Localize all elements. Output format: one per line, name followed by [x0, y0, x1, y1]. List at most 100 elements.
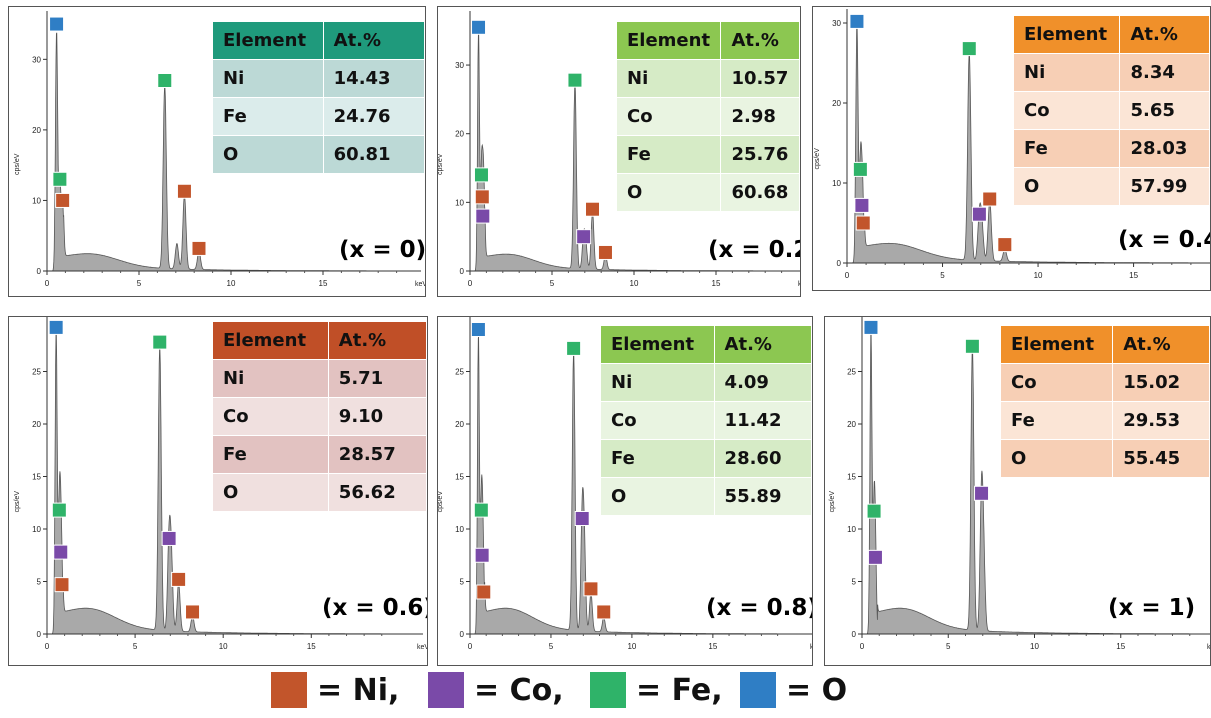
table-row: O 55.45: [999, 439, 1210, 478]
x-tick-label: 5: [133, 642, 138, 651]
eds-spectrum-panel: 051015keV0102030cps/eVElementAt.%Ni8.34C…: [812, 6, 1211, 291]
table-cell: O: [1012, 167, 1121, 206]
table-cell: Co: [212, 397, 329, 436]
table-row: Co 11.42: [600, 401, 812, 440]
y-tick-label: 0: [460, 267, 465, 276]
table-cell: Co: [999, 363, 1114, 402]
x-tick-label: 5: [549, 642, 554, 651]
y-axis-label: cps/eV: [438, 491, 444, 513]
y-tick-label: 10: [32, 525, 41, 534]
x-tick-label: 15: [319, 279, 328, 288]
table-row: Co 15.02: [999, 363, 1210, 402]
y-tick-label: 10: [832, 179, 841, 188]
marker-co: [474, 547, 490, 563]
x-tick-label: 15: [307, 642, 316, 651]
x-tick-label: 0: [468, 642, 473, 651]
table-header-row: Element At.%: [999, 325, 1210, 364]
table-header-row: Element At.%: [600, 325, 812, 364]
y-axis-label: cps/eV: [829, 491, 836, 513]
marker-fe: [961, 41, 977, 57]
table-cell: 15.02: [1112, 363, 1210, 402]
y-tick-label: 10: [32, 196, 41, 205]
x-tick-label: 0: [45, 279, 50, 288]
table-cell: 29.53: [1112, 401, 1210, 440]
table-row: Ni 10.57: [615, 59, 800, 98]
table-row: Fe 28.03: [1012, 129, 1210, 168]
y-tick-label: 25: [455, 368, 464, 377]
y-tick-label: 0: [37, 267, 42, 276]
y-tick-label: 30: [32, 55, 41, 64]
table-header-cell: At.%: [1119, 15, 1210, 54]
x-tick-label: 15: [1116, 642, 1125, 651]
marker-ni: [185, 604, 201, 620]
table-cell: 57.99: [1119, 167, 1210, 206]
table-cell: Fe: [1012, 129, 1121, 168]
marker-co: [867, 549, 883, 565]
composition-table: Element At.% Co 15.02 Fe 29.53 O 55.45: [999, 325, 1210, 478]
x-tick-label: 5: [550, 279, 555, 288]
table-cell: Ni: [212, 59, 324, 98]
x-unit-label: keV: [810, 644, 813, 651]
eds-spectrum-panel: 0 5 10 15 keV 0 5 10 15 20 25 cps/eV Element At.% Ni 5.…: [8, 316, 428, 666]
y-tick-label: 25: [32, 368, 41, 377]
table-cell: 25.76: [720, 135, 800, 174]
marker-fe: [566, 340, 582, 356]
element-legend: = Ni, = Co, = Fe, = O: [0, 668, 1211, 718]
table-cell: Fe: [212, 435, 329, 474]
x-tick-label: 5: [940, 271, 945, 280]
table-cell: Fe: [615, 135, 722, 174]
y-tick-label: 10: [455, 525, 464, 534]
composition-label: (x = 0.8): [706, 595, 812, 621]
marker-co: [53, 544, 69, 560]
table-row: Co 9.10: [212, 397, 427, 436]
x-tick-label: 10: [1034, 271, 1043, 280]
y-tick-label: 15: [847, 473, 856, 482]
composition-label: (x = 0.2): [708, 237, 800, 263]
table-cell: Co: [615, 97, 722, 136]
table-row: Fe 25.76: [615, 135, 800, 174]
table-header-cell: At.%: [720, 21, 800, 60]
marker-ni: [597, 244, 613, 260]
spectrum-plot: 0 5 10 15 keV 0 10 20 30 cps/eV: [14, 11, 426, 288]
x-tick-label: 10: [227, 279, 236, 288]
x-tick-label: 0: [860, 642, 865, 651]
eds-spectrum-panel: 0 5 10 15 keV 0 10 20 30 cps/eV Element At.% Ni 14.43…: [8, 6, 426, 297]
table-cell: 24.76: [322, 97, 425, 136]
marker-fe: [866, 503, 882, 519]
table-cell: O: [212, 135, 324, 174]
marker-o: [48, 319, 64, 335]
table-row: Ni 8.34: [1012, 53, 1210, 92]
table-cell: O: [600, 477, 715, 516]
marker-co: [161, 530, 177, 546]
y-tick-label: 20: [832, 99, 841, 108]
table-header-row: Element At.%: [1012, 15, 1210, 54]
y-axis-label: cps/eV: [14, 491, 21, 513]
table-cell: 60.81: [322, 135, 425, 174]
table-cell: 5.65: [1119, 91, 1210, 130]
table-row: O 55.89: [600, 477, 812, 516]
table-cell: Ni: [212, 359, 329, 398]
y-tick-label: 20: [455, 420, 464, 429]
y-tick-label: 15: [455, 473, 464, 482]
marker-co: [576, 229, 592, 245]
table-cell: Co: [600, 401, 715, 440]
table-header-cell: Element: [1012, 15, 1121, 54]
marker-fe: [852, 161, 868, 177]
y-tick-label: 10: [455, 198, 464, 207]
x-tick-label: 5: [946, 642, 951, 651]
composition-table: Element At.% Ni 5.71 Co 9.10 Fe 28.57 O 56.62: [212, 321, 427, 512]
x-tick-label: 15: [1129, 271, 1138, 280]
table-row: Fe 28.57: [212, 435, 427, 474]
x-unit-label: keV: [415, 281, 426, 288]
table-row: Fe 29.53: [999, 401, 1210, 440]
table-header-cell: At.%: [327, 321, 427, 360]
marker-co: [974, 485, 990, 501]
table-header-row: Element At.%: [212, 21, 425, 60]
table-cell: 28.57: [327, 435, 427, 474]
table-cell: Fe: [212, 97, 324, 136]
table-cell: 28.60: [713, 439, 812, 478]
table-header-cell: At.%: [1112, 325, 1210, 364]
table-row: Co 5.65: [1012, 91, 1210, 130]
marker-ni: [583, 581, 599, 597]
table-row: Ni 14.43: [212, 59, 425, 98]
